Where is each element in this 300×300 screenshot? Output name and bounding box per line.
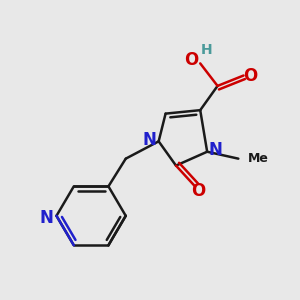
Text: N: N xyxy=(39,208,53,226)
Text: N: N xyxy=(209,141,223,159)
Text: O: O xyxy=(191,182,205,200)
Text: O: O xyxy=(184,51,199,69)
Text: N: N xyxy=(142,130,156,148)
Text: O: O xyxy=(243,67,257,85)
Text: H: H xyxy=(201,43,212,57)
Text: Me: Me xyxy=(248,152,269,165)
